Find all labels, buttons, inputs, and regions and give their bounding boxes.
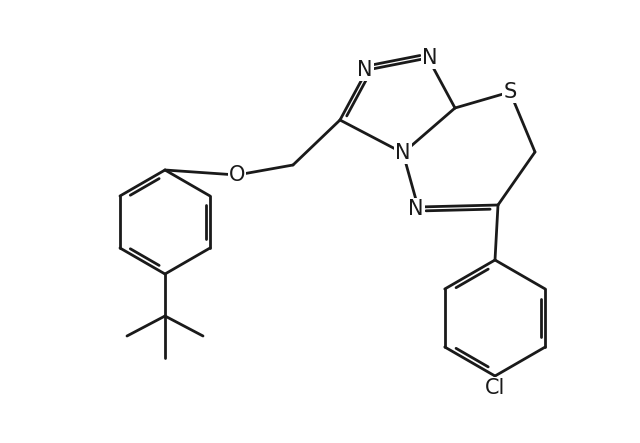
Text: O: O <box>229 165 245 185</box>
Text: S: S <box>504 82 516 102</box>
Text: Cl: Cl <box>485 378 505 398</box>
Text: N: N <box>422 48 438 68</box>
Text: N: N <box>408 199 424 219</box>
Text: N: N <box>396 143 411 163</box>
Text: N: N <box>357 60 372 80</box>
